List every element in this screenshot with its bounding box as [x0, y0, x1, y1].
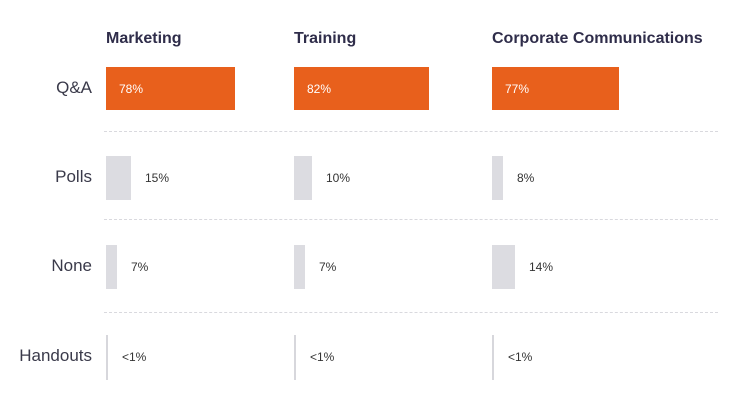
row-divider — [104, 131, 718, 132]
bar-0-0 — [106, 67, 235, 110]
value-label-1-3: <1% — [310, 350, 335, 364]
bar-2-1 — [492, 156, 503, 200]
value-label-1-2: 7% — [319, 260, 337, 274]
row-label-2: None — [51, 256, 92, 275]
bar-0-3 — [106, 335, 108, 380]
value-label-2-0: 77% — [505, 82, 530, 96]
value-label-0-2: 7% — [131, 260, 149, 274]
column-header-2: Corporate Communications — [492, 30, 703, 47]
value-label-2-2: 14% — [529, 260, 554, 274]
bar-0-1 — [106, 156, 131, 200]
bar-2-2 — [492, 245, 515, 289]
value-label-0-3: <1% — [122, 350, 147, 364]
bar-0-2 — [106, 245, 117, 289]
row-label-3: Handouts — [19, 346, 92, 365]
bar-2-3 — [492, 335, 494, 380]
value-label-0-1: 15% — [145, 171, 170, 185]
value-label-1-1: 10% — [326, 171, 351, 185]
bar-1-0 — [294, 67, 429, 110]
column-header-0: Marketing — [106, 30, 182, 47]
column-header-1: Training — [294, 30, 357, 47]
value-label-2-3: <1% — [508, 350, 533, 364]
row-divider — [104, 312, 718, 313]
row-label-0: Q&A — [56, 78, 92, 97]
bar-1-2 — [294, 245, 305, 289]
value-label-0-0: 78% — [119, 82, 144, 96]
bar-1-1 — [294, 156, 312, 200]
value-label-1-0: 82% — [307, 82, 332, 96]
value-label-2-1: 8% — [517, 171, 535, 185]
row-divider — [104, 219, 718, 220]
row-label-1: Polls — [55, 167, 92, 186]
bar-2-0 — [492, 67, 619, 110]
bar-1-3 — [294, 335, 296, 380]
